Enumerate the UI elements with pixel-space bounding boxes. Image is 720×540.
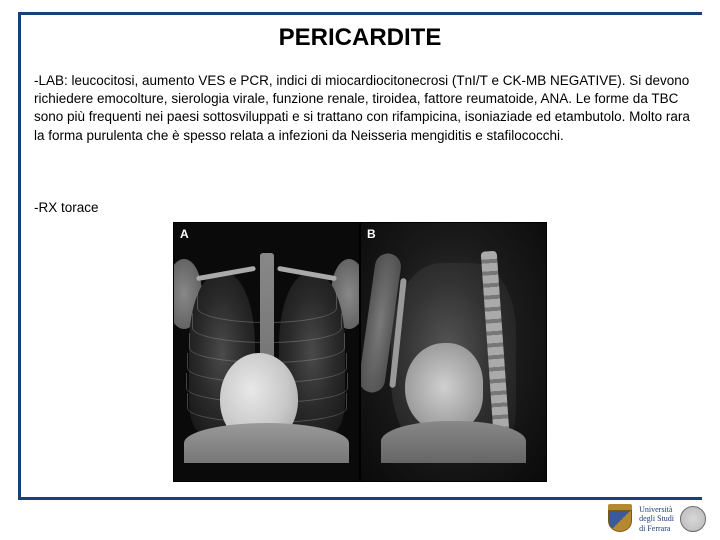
frame-border-bottom: [18, 497, 702, 500]
university-logo: Università degli Studi di Ferrara: [607, 504, 706, 534]
seal-icon: [680, 506, 706, 532]
lab-paragraph: -LAB: leucocitosi, aumento VES e PCR, in…: [34, 72, 692, 145]
logo-line1: Università: [639, 505, 674, 514]
crest-icon: [607, 504, 633, 534]
panel-a-label: A: [180, 227, 189, 241]
logo-line2: degli Studi: [639, 514, 674, 523]
xray-panel-container: A B: [173, 222, 547, 482]
rx-torace-label: -RX torace: [34, 200, 99, 215]
slide-title: PERICARDITE: [0, 24, 720, 52]
xray-lateral: B: [361, 223, 546, 481]
logo-text: Università degli Studi di Ferrara: [639, 505, 674, 533]
frame-border-top: [18, 12, 702, 15]
panel-b-label: B: [367, 227, 376, 241]
logo-line3: di Ferrara: [639, 524, 674, 533]
xray-frontal: A: [174, 223, 359, 481]
frame-border-left: [18, 12, 21, 500]
